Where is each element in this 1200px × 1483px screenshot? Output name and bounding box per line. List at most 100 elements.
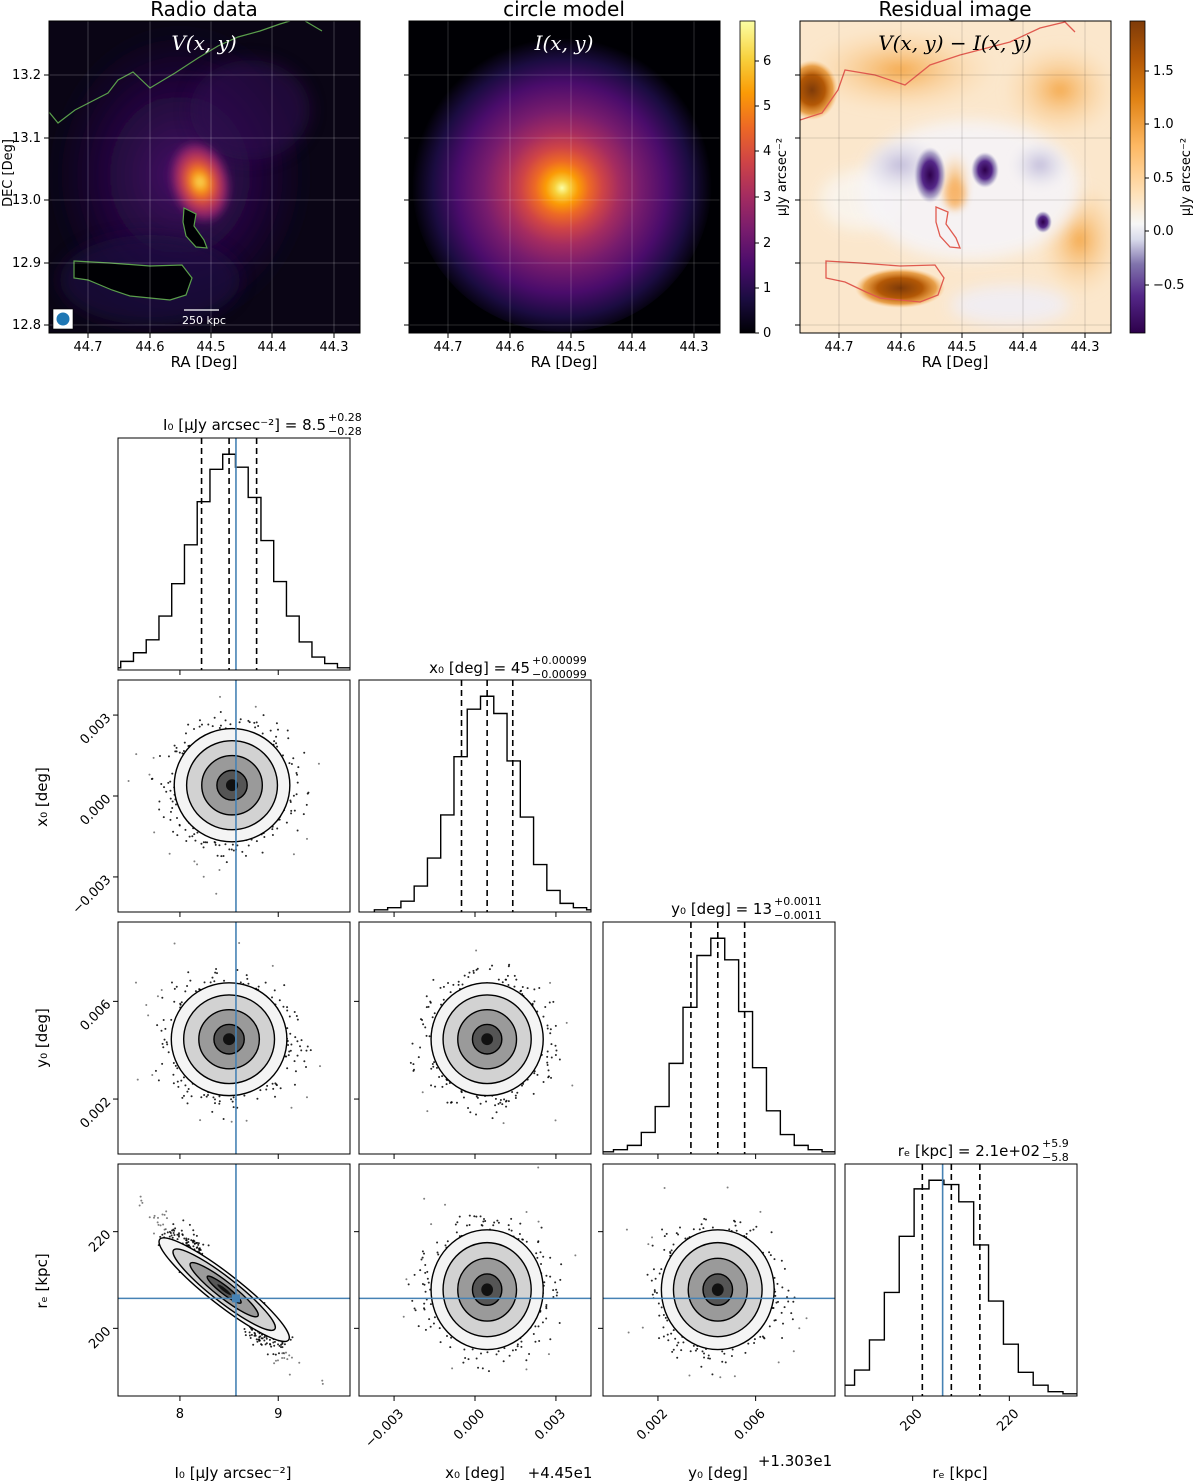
svg-text:+0.0011: +0.0011: [774, 895, 822, 908]
ytick-label: 220: [86, 1227, 114, 1255]
xtick-label: 220: [994, 1406, 1022, 1434]
residual-xticks: 44.7 44.6 44.5 44.4 44.3: [825, 333, 1100, 355]
residual-colorbar-label: μJy arcsec⁻²: [1179, 138, 1194, 216]
corner-plot: I₀ [μJy arcsec⁻²] = 8.5 +0.28 −0.28 x₀ […: [33, 411, 1078, 1482]
xtick-label: 44.7: [434, 340, 463, 355]
xlabel-x0-offset: +4.45e1: [528, 1464, 593, 1482]
xtick-label: −0.003: [363, 1406, 408, 1451]
xtick-label: 44.6: [496, 340, 525, 355]
model-image: [409, 21, 720, 333]
xtick-label: 44.5: [197, 340, 226, 355]
svg-text:I₀ [μJy arcsec⁻²] = 8.5: I₀ [μJy arcsec⁻²] = 8.5: [163, 416, 326, 434]
colorbar-tick-label: 1.5: [1153, 64, 1174, 79]
histogram-re: [844, 1163, 1078, 1397]
ytick-label: 12.8: [12, 318, 41, 333]
xlabel-y0-offset: +1.303e1: [758, 1452, 832, 1470]
xtick-label: 44.5: [948, 340, 977, 355]
beam-ellipse-icon: [52, 308, 74, 330]
histogram-x0: [358, 679, 592, 913]
xtick-label: 44.3: [680, 340, 709, 355]
contour-core: [481, 1283, 494, 1296]
xtick-label: 44.4: [1009, 340, 1038, 355]
ylabel-y0: y₀ [deg]: [33, 1008, 51, 1068]
svg-text:y₀ [deg] = 13: y₀ [deg] = 13: [671, 900, 772, 918]
panel-frame: [358, 679, 592, 913]
xtick-label: 44.4: [618, 340, 647, 355]
ylabel-re: rₑ [kpc]: [33, 1253, 51, 1308]
svg-text:−0.0011: −0.0011: [774, 909, 822, 922]
xlabel-y0: y₀ [deg]: [688, 1464, 748, 1482]
model-overlay-label: I(x, y): [534, 31, 594, 55]
contour-core: [711, 1283, 724, 1296]
contour-core: [223, 1033, 236, 1046]
model-colorbar-label: μJy arcsec⁻²: [775, 138, 790, 216]
density-contours: [173, 727, 291, 843]
colorbar-tick-label: 6: [763, 54, 771, 69]
svg-text:+0.28: +0.28: [328, 411, 362, 424]
xtick-label: 8: [176, 1407, 184, 1422]
density-contours: [430, 982, 544, 1097]
colorbar-tick-label: 1.0: [1153, 117, 1174, 132]
density-contours: [158, 1237, 291, 1343]
xtick-label: 0.006: [732, 1406, 769, 1443]
contour-core: [217, 1284, 231, 1296]
ytick-label: 13.2: [12, 68, 41, 83]
radio-data-panel: Radio data V(x, y) 250: [1, 0, 361, 371]
svg-text:+0.00099: +0.00099: [532, 654, 587, 667]
xtick-label: 9: [274, 1407, 282, 1422]
colorbar-tick-label: 4: [763, 144, 771, 159]
colorbar-tick-label: 1: [763, 281, 771, 296]
density-contours: [660, 1229, 775, 1351]
svg-text:+5.9: +5.9: [1042, 1137, 1069, 1150]
scatter-y0-re: [602, 1163, 836, 1397]
residual-xlabel: RA [Deg]: [922, 353, 989, 371]
density-contours: [430, 1229, 544, 1351]
colorbar-tick-label: 0.5: [1153, 171, 1174, 186]
truth-marker: [231, 1294, 240, 1303]
ytick-label: 0.006: [77, 997, 114, 1034]
xlabel-x0: x₀ [deg]: [445, 1464, 505, 1482]
model-xlabel: RA [Deg]: [531, 353, 598, 371]
colorbar-tick-label: 3: [763, 190, 771, 205]
panel-frame: [602, 921, 836, 1155]
title-re: rₑ [kpc] = 2.1e+02 +5.9 −5.8: [898, 1137, 1069, 1164]
panel-frame: [602, 1163, 836, 1397]
xtick-label: 44.7: [74, 340, 103, 355]
histogram-y0: [602, 921, 836, 1155]
svg-text:−0.28: −0.28: [328, 425, 362, 438]
svg-text:x₀ [deg] = 45: x₀ [deg] = 45: [429, 659, 530, 677]
scatter-I0-y0: [117, 921, 351, 1155]
colorbar-tick-label: 0.0: [1153, 224, 1174, 239]
xtick-label: 44.3: [320, 340, 349, 355]
histogram-step: [373, 695, 591, 912]
ytick-label: 12.9: [12, 256, 41, 271]
contour-core: [481, 1033, 494, 1046]
title-I0: I₀ [μJy arcsec⁻²] = 8.5 +0.28 −0.28: [163, 411, 362, 438]
radio-image: [49, 21, 360, 333]
radio-xlabel: RA [Deg]: [171, 353, 238, 371]
corner-panels: [117, 437, 1078, 1397]
ytick-label: 200: [86, 1324, 114, 1352]
xtick-label: 44.7: [825, 340, 854, 355]
histogram-step: [118, 453, 350, 670]
scatter-I0-re: [117, 1163, 351, 1397]
model-yticks: [404, 74, 409, 326]
xtick-label: 44.6: [887, 340, 916, 355]
histogram-I0: [117, 437, 351, 671]
xtick-label: 44.3: [1071, 340, 1100, 355]
panel-frame: [844, 1163, 1078, 1397]
model-xticks: 44.7 44.6 44.5 44.4 44.3: [434, 333, 709, 355]
xtick-label: 0.003: [532, 1406, 569, 1443]
svg-text:−0.00099: −0.00099: [532, 668, 587, 681]
svg-text:rₑ [kpc] = 2.1e+02: rₑ [kpc] = 2.1e+02: [898, 1142, 1040, 1160]
xlabel-re: rₑ [kpc]: [932, 1464, 987, 1482]
xtick-label: 0.002: [634, 1406, 671, 1443]
scatter-x0-y0: [358, 921, 592, 1155]
model-panel-title: circle model: [503, 0, 625, 21]
xtick-label: 44.4: [258, 340, 287, 355]
scalebar-label: 250 kpc: [182, 314, 226, 327]
title-y0: y₀ [deg] = 13 +0.0011 −0.0011: [671, 895, 822, 922]
colorbar-tick-label: 5: [763, 99, 771, 114]
ytick-label: −0.003: [70, 873, 115, 918]
scatter-I0-x0: [117, 679, 351, 913]
